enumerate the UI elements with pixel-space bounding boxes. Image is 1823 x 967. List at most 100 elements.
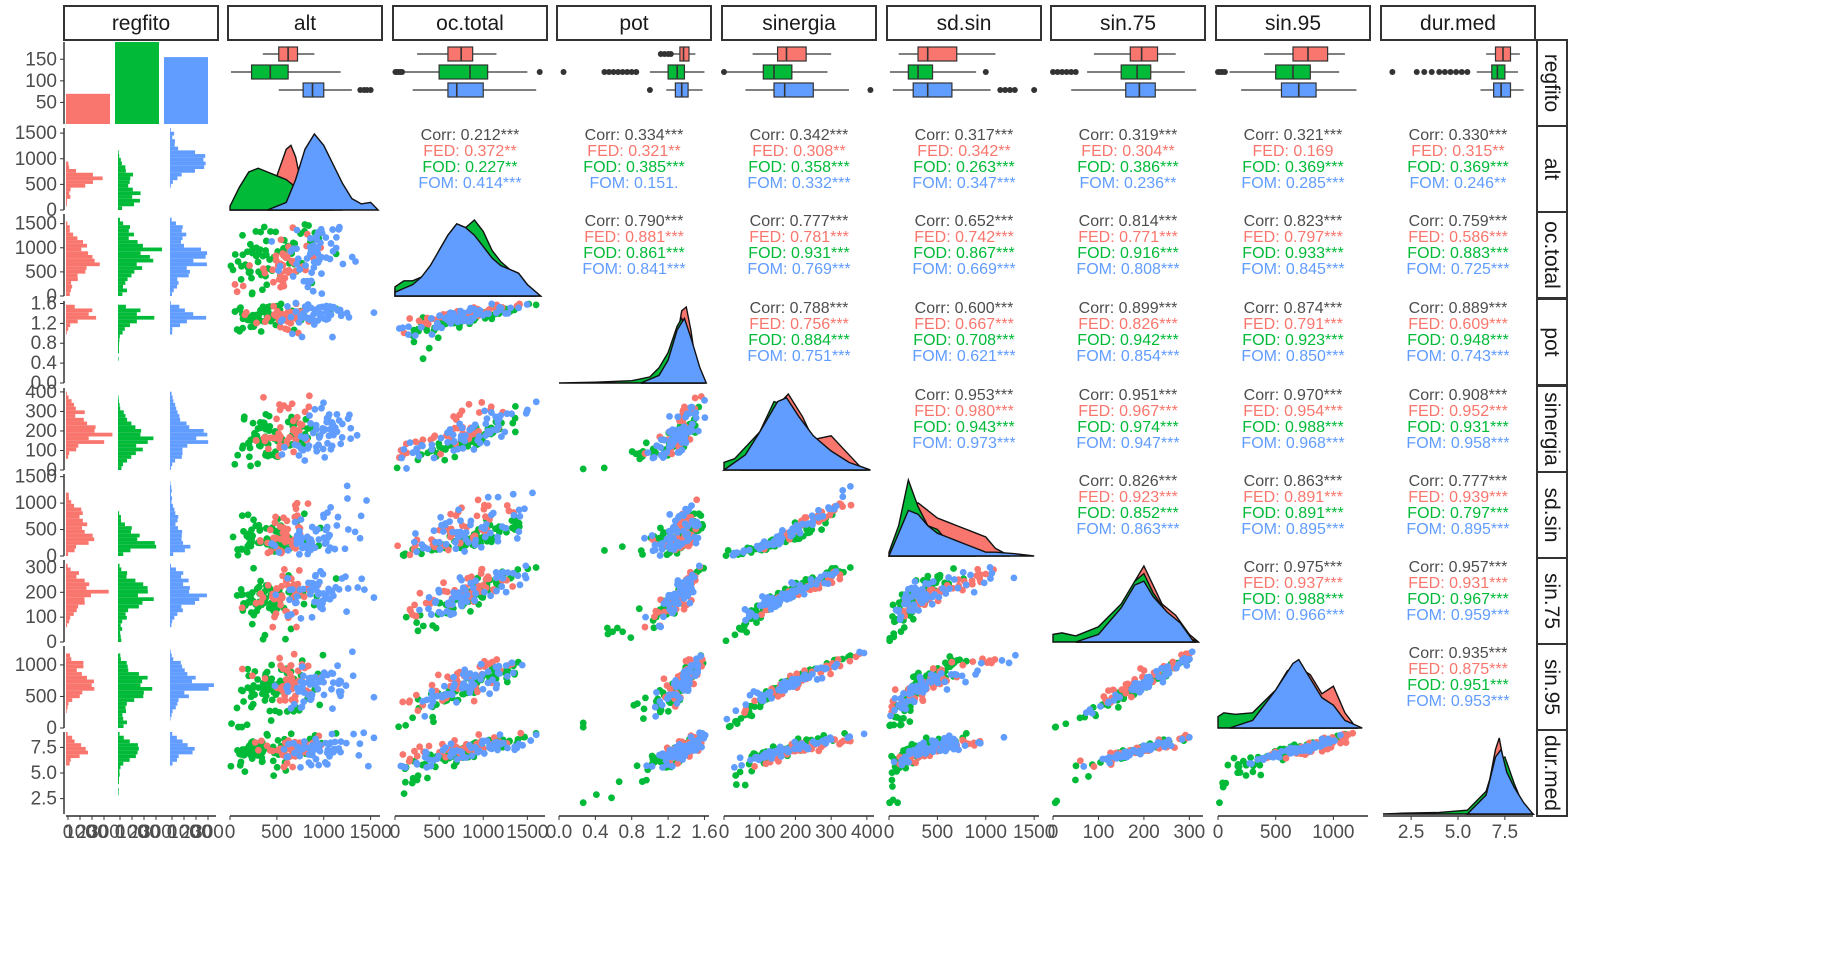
hist-bar-alt-FOD	[118, 150, 119, 155]
hist-bar-sin-95-FED	[66, 675, 87, 680]
boxplot-outlier-sd-sin-FOM	[1011, 87, 1018, 93]
scatter-point-pot-sin-95-FOM	[673, 691, 680, 699]
boxplot-outlier-sd-sin-FOD	[982, 69, 989, 75]
scatter-point-alt-pot-FOD	[233, 326, 241, 333]
hist-bar-oc-total-FOD	[118, 258, 154, 263]
hist-bar-pot-FOD	[118, 319, 137, 324]
scatter-point-oc-total-dur-med-FED	[399, 751, 407, 758]
scatter-point-pot-sd-sin-FOM	[678, 511, 685, 519]
scatter-point-sinergia-sd-sin-FOM	[839, 487, 847, 494]
scatter-point-alt-sinergia-FED	[305, 403, 313, 411]
scatter-point-alt-sin-95-FOM	[329, 705, 336, 713]
scatter-point-alt-dur-med-FOM	[307, 761, 315, 769]
scatter-point-oc-total-sin-95-FOM	[428, 687, 436, 695]
hist-bar-sin-95-FOM	[170, 687, 209, 691]
scatter-point-pot-sin-95-FOM	[665, 694, 672, 701]
corr-label-oc-total-sinergia-fom: FOM: 0.769***	[747, 261, 850, 278]
scatter-point-pot-sd-sin-FOM	[641, 534, 648, 542]
scatter-point-alt-sin-75-FED	[300, 593, 308, 601]
scatter-point-oc-total-sd-sin-FED	[447, 510, 455, 518]
hist-bar-sin-95-FOD	[118, 709, 127, 714]
corr-label-alt-sin-95-fom: FOM: 0.285***	[1241, 175, 1344, 192]
scatter-point-oc-total-sd-sin-FOM	[454, 533, 462, 541]
hist-bar-sinergia-FOD	[118, 406, 121, 411]
scatter-point-alt-sd-sin-FOM	[324, 547, 332, 554]
scatter-point-alt-sinergia-FOM	[319, 445, 327, 453]
hist-bar-sin-95-FOM	[170, 664, 183, 669]
scatter-point-sinergia-sin-75-FOM	[828, 571, 836, 579]
hist-bar-alt-FOD	[118, 157, 121, 162]
hist-bar-sin-95-FOD	[118, 660, 127, 665]
hist-bar-sinergia-FED	[66, 447, 77, 452]
hist-bar-alt-FED	[66, 198, 68, 203]
hist-bar-alt-FOD	[118, 169, 126, 173]
scatter-point-alt-pot-FED	[274, 307, 281, 315]
boxplot-outlier-alt-FOM	[367, 87, 374, 93]
corr-label-sinergia-sd-sin-fom: FOM: 0.973***	[912, 435, 1015, 452]
scatter-point-alt-sin-75-FED	[295, 567, 303, 574]
hist-bar-alt-FOM	[170, 154, 206, 158]
scatter-point-sin-75-sin-95-FOM	[1082, 709, 1090, 717]
scatter-point-sin-75-sin-95-FOD	[1062, 720, 1070, 728]
scatter-point-alt-sin-75-FOM	[297, 614, 305, 622]
scatter-point-alt-pot-FOM	[329, 333, 336, 341]
scatter-point-alt-sin-95-FED	[276, 654, 284, 662]
scatter-point-sd-sin-sin-75-FOM	[942, 590, 950, 597]
scatter-point-oc-total-sinergia-FED	[465, 400, 473, 408]
hist-bar-sin-75-FED	[66, 601, 85, 605]
scatter-point-oc-total-sin-95-FOM	[450, 673, 457, 681]
scatter-point-alt-oc-total-FOM	[296, 266, 304, 273]
scatter-point-oc-total-sin-75-FOM	[481, 588, 488, 596]
scatter-point-alt-sin-75-FOM	[284, 574, 291, 582]
hist-bar-sin-75-FOD	[118, 608, 129, 613]
scatter-point-alt-sinergia-FOM	[306, 412, 313, 420]
scatter-point-sd-sin-sin-95-FOM	[962, 678, 969, 686]
scatter-point-oc-total-sin-75-FOM	[471, 597, 479, 605]
scatter-point-sin-75-sin-95-FOM	[1145, 683, 1153, 691]
hist-bar-oc-total-FOM	[170, 251, 208, 255]
scatter-point-sinergia-sd-sin-FOM	[778, 527, 786, 534]
hist-bar-oc-total-FED	[66, 284, 73, 289]
scatter-point-alt-sin-75-FED	[264, 581, 272, 589]
scatter-point-alt-pot-FOM	[288, 330, 296, 338]
scatter-point-sinergia-sin-95-FOD	[731, 718, 739, 725]
scatter-point-oc-total-sinergia-FOM	[486, 429, 494, 437]
scatter-point-alt-oc-total-FOD	[246, 240, 254, 248]
scatter-point-sinergia-sin-75-FOD	[731, 631, 739, 639]
scatter-point-alt-oc-total-FOM	[293, 226, 301, 234]
hist-bar-pot-FED	[66, 312, 89, 316]
scatter-point-sd-sin-sin-75-FOM	[950, 576, 958, 583]
scatter-point-alt-pot-FOM	[307, 304, 315, 312]
scatter-point-sinergia-sin-95-FOM	[813, 665, 821, 673]
scatter-point-oc-total-sin-95-FOM	[495, 670, 503, 677]
scatter-point-oc-total-sin-75-FOD	[413, 619, 421, 626]
hist-bar-sinergia-FOD	[118, 451, 136, 456]
scatter-point-alt-oc-total-FOD	[239, 251, 247, 259]
scatter-point-pot-dur-med-FOM	[695, 735, 703, 743]
hist-bar-sinergia-FOM	[170, 440, 209, 444]
scatter-point-alt-sin-95-FOM	[298, 703, 306, 711]
scatter-point-pot-sin-75-FED	[641, 623, 649, 631]
scatter-point-alt-sinergia-FED	[301, 408, 309, 416]
hist-bar-sd-sin-FOM	[170, 515, 179, 519]
scatter-point-sin-75-sin-95-FED	[1127, 693, 1135, 701]
scatter-point-alt-oc-total-FOM	[303, 255, 311, 262]
hist-bar-sin-95-FOM	[170, 709, 173, 714]
scatter-point-oc-total-sin-75-FOM	[427, 611, 435, 618]
scatter-point-oc-total-sin-95-FOM	[467, 684, 475, 692]
hist-bar-sinergia-FOM	[170, 402, 176, 407]
corr-label-sin-95-dur-med-fed: FED: 0.875***	[1408, 661, 1508, 678]
corr-label-oc-total-sinergia-corr: Corr: 0.777***	[750, 213, 849, 230]
hist-bar-dur-med-FOM	[170, 739, 183, 744]
scatter-point-oc-total-sin-95-FED	[428, 681, 436, 689]
hist-bar-sin-95-FOD	[118, 713, 123, 717]
scatter-point-alt-sinergia-FOD	[304, 425, 311, 432]
density-oc-total-FOM	[394, 222, 543, 297]
scatter-point-oc-total-pot-FOM	[449, 309, 457, 317]
scatter-point-alt-oc-total-FOM	[313, 236, 321, 243]
scatter-point-alt-sinergia-FOM	[333, 410, 341, 418]
scatter-point-pot-sd-sin-FOM	[673, 539, 681, 547]
scatter-point-oc-total-sin-95-FOM	[448, 690, 455, 698]
hist-bar-dur-med-FED	[66, 739, 75, 744]
scatter-point-sd-sin-sin-95-FOM	[891, 706, 898, 714]
